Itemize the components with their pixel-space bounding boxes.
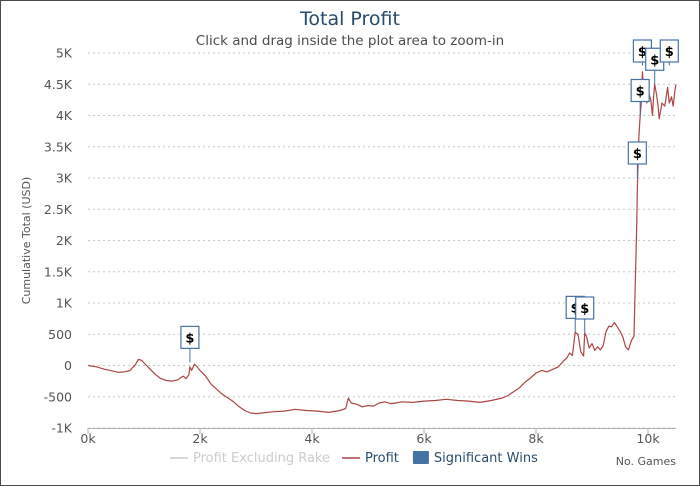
- flag-label: $: [580, 302, 589, 317]
- y-tick-label: -500: [44, 389, 72, 404]
- flag-marker[interactable]: [180, 325, 200, 349]
- x-tick-label: 10k: [636, 431, 660, 446]
- flag-marker[interactable]: [627, 141, 647, 165]
- series-line-profit: [87, 71, 677, 415]
- flag-label: $: [665, 45, 674, 60]
- x-tick-label: 0k: [80, 431, 96, 446]
- y-tick-label: 1K: [56, 296, 73, 311]
- flag-label: $: [650, 53, 659, 68]
- y-tick-label: 0: [64, 358, 72, 373]
- x-tick-label: 6k: [416, 431, 432, 446]
- legend-item-significant-wins[interactable]: Significant Wins: [434, 451, 538, 466]
- x-tick-label: 8k: [528, 431, 544, 446]
- chart-title: Total Profit: [300, 8, 400, 30]
- x-axis-label: No. Games: [616, 455, 677, 468]
- y-axis-label: Cumulative Total (USD): [20, 177, 33, 305]
- y-tick-label: -1K: [51, 421, 72, 436]
- x-tick-label: 4k: [304, 431, 320, 446]
- y-tick-label: 3.5K: [44, 139, 73, 154]
- y-tick-label: 5K: [56, 46, 73, 61]
- flag-label: $: [185, 331, 194, 346]
- y-tick-label: 3K: [56, 171, 73, 186]
- flag-marker[interactable]: [630, 78, 650, 103]
- y-tick-label: 1.5K: [44, 264, 73, 279]
- x-tick-label: 2k: [192, 431, 208, 446]
- y-tick-label: 500: [48, 327, 72, 342]
- y-tick-label: 4.5K: [44, 77, 73, 92]
- flag-label: $: [633, 147, 642, 162]
- legend-item-profit[interactable]: Profit: [365, 451, 399, 466]
- flag-label: $: [638, 45, 647, 60]
- flag-label: $: [636, 85, 645, 100]
- y-tick-label: 4K: [56, 108, 73, 123]
- flag-marker[interactable]: [659, 39, 679, 63]
- y-tick-label: 2.5K: [44, 202, 73, 217]
- legend-item-significant-wins-symbol[interactable]: [412, 451, 429, 464]
- chart-subtitle: Click and drag inside the plot area to z…: [195, 33, 505, 49]
- flag-marker[interactable]: [575, 296, 595, 320]
- y-tick-label: 2K: [56, 233, 73, 248]
- legend-item-profit-excluding-rake[interactable]: Profit Excluding Rake: [193, 451, 330, 466]
